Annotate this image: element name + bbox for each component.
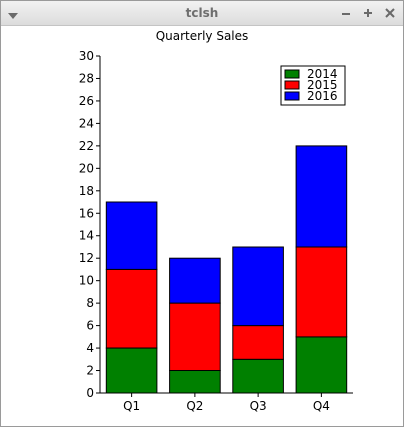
bar-q1-2016 [105, 201, 158, 270]
y-tick-label: 18 [79, 184, 94, 198]
y-tick-label: 20 [79, 161, 94, 175]
minimize-button[interactable] [338, 5, 354, 21]
x-tick-label: Q4 [313, 399, 330, 413]
bar-q4-2014 [295, 336, 348, 394]
y-tick-label: 14 [79, 229, 94, 243]
window-title: tclsh [185, 6, 219, 20]
y-tick-label: 6 [86, 319, 94, 333]
legend-swatch-2015 [284, 80, 300, 90]
title-bar[interactable]: tclsh [1, 1, 403, 26]
legend-swatch-2016 [284, 91, 300, 101]
minimize-icon [342, 13, 350, 15]
y-tick-label: 10 [79, 274, 94, 288]
bar-q4-2015 [295, 246, 348, 338]
chart-area: Quarterly Sales Q1 Q2 Q3 Q4 0 2 4 6 8 10 12 14 16 18 2… [1, 26, 403, 426]
close-button[interactable] [382, 5, 398, 21]
bar-q3-2016 [232, 246, 284, 327]
bar-q2-2015 [169, 302, 221, 372]
close-icon [385, 8, 395, 18]
y-tick-label: 8 [86, 296, 94, 310]
y-tick-label: 30 [79, 49, 94, 63]
bars-group [105, 145, 348, 394]
y-tick-label: 2 [86, 364, 94, 378]
bar-q3-2015 [232, 325, 284, 360]
y-tick-label: 12 [79, 251, 94, 265]
bar-q3-2014 [232, 358, 284, 394]
y-tick-label: 24 [79, 116, 94, 130]
x-tick-label: Q2 [186, 399, 203, 413]
window-menu-button[interactable] [7, 7, 19, 19]
y-tick-label: 28 [79, 71, 94, 85]
y-tick-label: 4 [86, 341, 94, 355]
legend-label-2015: 2015 [307, 78, 338, 92]
maximize-icon [364, 9, 372, 17]
y-tick-label: 26 [79, 94, 94, 108]
bar-q4-2016 [295, 145, 348, 248]
bar-q2-2016 [169, 257, 221, 304]
bar-q1-2015 [105, 268, 158, 349]
y-tick-label: 16 [79, 206, 94, 220]
x-tick-label: Q3 [250, 399, 267, 413]
maximize-button[interactable] [360, 5, 376, 21]
y-tick-label: 0 [86, 386, 94, 400]
legend-label-2014: 2014 [307, 67, 338, 81]
stacked-bar-chart: Quarterly Sales Q1 Q2 Q3 Q40246810121416182… [79, 29, 353, 413]
x-tick-label: Q1 [123, 399, 140, 413]
bar-q2-2014 [169, 370, 221, 394]
y-tick-label: 22 [79, 139, 94, 153]
chart-title: Quarterly Sales [156, 29, 249, 43]
bar-q1-2014 [105, 347, 158, 394]
legend-swatch-2014 [284, 69, 300, 79]
chevron-down-icon [8, 13, 18, 19]
legend-label-2016: 2016 [307, 89, 338, 103]
